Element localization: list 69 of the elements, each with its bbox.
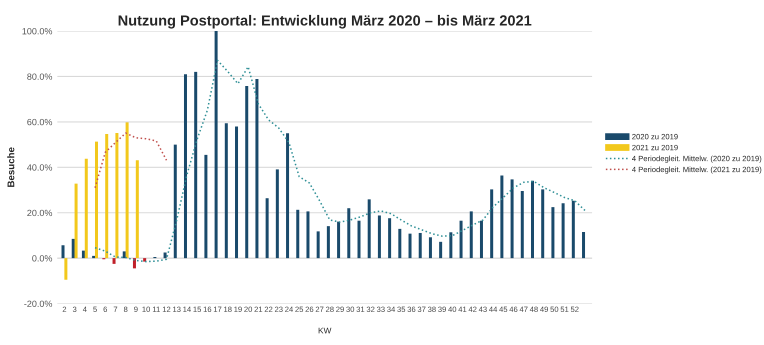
bar [418, 232, 422, 258]
bar [64, 258, 68, 280]
bar [368, 199, 371, 258]
bar [480, 220, 483, 258]
chart-title: Nutzung Postportal: Entwicklung März 2020 – bis März 2021 [118, 14, 532, 29]
y-tick-label: -20.0% [24, 300, 52, 307]
bar [572, 200, 575, 258]
bar [388, 218, 392, 258]
y-tick-label: 60.0% [27, 118, 52, 126]
bar [286, 133, 290, 258]
bar [115, 133, 118, 258]
bar [582, 232, 586, 258]
bar [428, 237, 432, 258]
bar [174, 144, 177, 258]
bar [296, 210, 300, 258]
bar [266, 198, 269, 258]
bar [439, 242, 442, 258]
bar [347, 208, 350, 258]
bar [460, 220, 463, 258]
bar [408, 234, 412, 258]
y-tick-label: 20.0% [27, 210, 52, 216]
y-tick-label: 0.0% [32, 255, 52, 262]
bar [306, 211, 310, 258]
bar [164, 252, 167, 258]
bar [143, 258, 146, 262]
x-axis-title: KW [318, 328, 332, 334]
bar [224, 123, 228, 258]
bar [326, 226, 330, 258]
bar [245, 86, 248, 258]
bar [449, 232, 452, 258]
bar [510, 179, 514, 258]
bar [184, 74, 187, 258]
bar [337, 222, 340, 258]
bar [500, 176, 504, 258]
bar [136, 160, 139, 258]
bar [84, 158, 88, 258]
bar [357, 220, 360, 258]
y-tick-label: 100.0% [22, 28, 52, 34]
bar [105, 134, 108, 258]
bar [398, 228, 402, 258]
bar [490, 189, 494, 258]
bar [214, 31, 218, 258]
bar [132, 258, 136, 268]
bar [562, 203, 565, 258]
bar [204, 154, 208, 258]
bar [94, 142, 98, 258]
y-tick-label: 80.0% [27, 73, 52, 80]
y-axis-title: Besuche [7, 147, 14, 187]
bar [470, 211, 473, 258]
line-series [94, 132, 168, 189]
bar [82, 250, 85, 258]
bar [122, 251, 126, 258]
bar [541, 189, 544, 258]
bar [194, 72, 198, 258]
bar [276, 169, 279, 258]
bar [74, 184, 78, 258]
bar [255, 78, 258, 258]
bar [530, 180, 534, 258]
bar [551, 207, 554, 258]
line-series [94, 60, 586, 262]
bar [316, 231, 320, 258]
bar [378, 215, 381, 258]
bar [520, 190, 524, 258]
bar [72, 238, 75, 258]
bar [62, 245, 65, 258]
bar [235, 126, 238, 258]
bar [126, 122, 129, 258]
bar [112, 258, 116, 264]
y-tick-label: 40.0% [27, 164, 52, 171]
